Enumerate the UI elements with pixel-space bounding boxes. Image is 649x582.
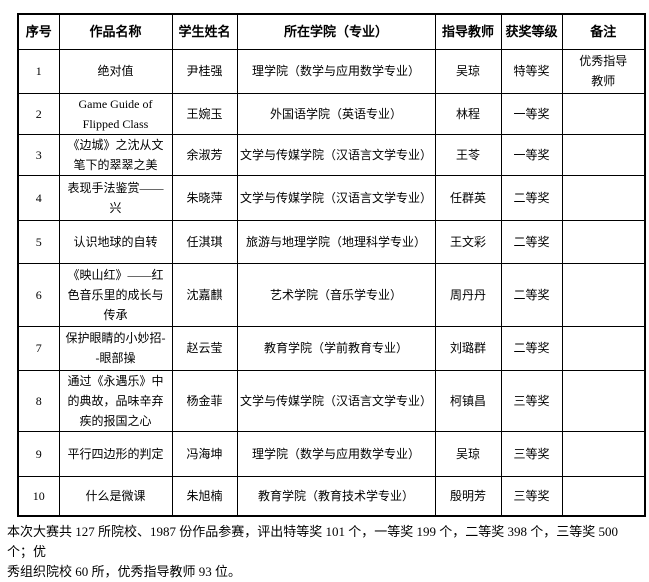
- summary-line: 本次大赛共 127 所院校、1987 份作品参赛，评出特等奖 101 个，一等奖…: [7, 524, 619, 559]
- cell-college: 旅游与地理学院（地理科学专业）: [236, 219, 436, 264]
- column-header-award: 获奖等级: [500, 13, 563, 50]
- cell-award-level: 一等奖: [500, 133, 563, 176]
- cell-advisor: 任群英: [434, 174, 502, 221]
- table-row: 9 平行四边形的判定 冯海坤 理学院（数学与应用数学专业） 吴琼 三等奖: [17, 430, 646, 477]
- cell-remark: 优秀指导教师: [561, 48, 646, 94]
- cell-college: 理学院（数学与应用数学专业）: [236, 48, 436, 94]
- cell-advisor: 刘璐群: [434, 325, 502, 371]
- cell-advisor: 王文彩: [434, 219, 502, 264]
- column-header-college: 所在学院（专业）: [236, 13, 436, 50]
- cell-college: 理学院（数学与应用数学专业）: [236, 430, 436, 477]
- cell-student-name: 朱旭楠: [171, 475, 238, 517]
- cell-remark: [561, 133, 646, 176]
- cell-index: 7: [17, 325, 60, 371]
- cell-index: 3: [17, 133, 60, 176]
- cell-college: 文学与传媒学院（汉语言文学专业）: [236, 174, 436, 221]
- cell-award-level: 特等奖: [500, 48, 563, 94]
- cell-index: 4: [17, 174, 60, 221]
- column-header-advisor: 指导教师: [434, 13, 502, 50]
- header-row: 序号 作品名称 学生姓名 所在学院（专业） 指导教师 获奖等级 备注: [17, 13, 646, 50]
- table-row: 7 保护眼睛的小妙招--眼部操 赵云莹 教育学院（学前教育专业） 刘璐群 二等奖: [17, 325, 646, 371]
- column-header-work: 作品名称: [58, 13, 173, 50]
- cell-college: 文学与传媒学院（汉语言文学专业）: [236, 369, 436, 432]
- cell-remark: [561, 325, 646, 371]
- cell-remark: [561, 219, 646, 264]
- cell-advisor: 柯镇昌: [434, 369, 502, 432]
- column-header-remark: 备注: [561, 13, 646, 50]
- cell-work-title: 通过《永遇乐》中的典故，品味辛弃疾的报国之心: [58, 369, 173, 432]
- table-row: 10 什么是微课 朱旭楠 教育学院（教育技术学专业） 殷明芳 三等奖: [17, 475, 646, 517]
- cell-award-level: 三等奖: [500, 430, 563, 477]
- cell-index: 9: [17, 430, 60, 477]
- table-row: 2 Game Guide of Flipped Class 王婉玉 外国语学院（…: [17, 92, 646, 135]
- cell-award-level: 二等奖: [500, 325, 563, 371]
- cell-advisor: 王苓: [434, 133, 502, 176]
- cell-advisor: 吴琼: [434, 48, 502, 94]
- cell-work-title: Game Guide of Flipped Class: [58, 92, 173, 135]
- cell-index: 8: [17, 369, 60, 432]
- cell-work-title: 绝对值: [58, 48, 173, 94]
- cell-remark: [561, 369, 646, 432]
- cell-award-level: 二等奖: [500, 262, 563, 327]
- cell-index: 2: [17, 92, 60, 135]
- table-row: 8 通过《永遇乐》中的典故，品味辛弃疾的报国之心 杨金菲 文学与传媒学院（汉语言…: [17, 369, 646, 432]
- table-row: 3 《边城》之沈从文笔下的翠翠之美 余淑芳 文学与传媒学院（汉语言文学专业） 王…: [17, 133, 646, 176]
- cell-index: 5: [17, 219, 60, 264]
- cell-advisor: 林程: [434, 92, 502, 135]
- cell-college: 教育学院（教育技术学专业）: [236, 475, 436, 517]
- cell-remark: [561, 174, 646, 221]
- cell-award-level: 三等奖: [500, 475, 563, 517]
- cell-student-name: 沈嘉麒: [171, 262, 238, 327]
- cell-award-level: 一等奖: [500, 92, 563, 135]
- cell-award-level: 三等奖: [500, 369, 563, 432]
- table-row: 1 绝对值 尹桂强 理学院（数学与应用数学专业） 吴琼 特等奖 优秀指导教师: [17, 48, 646, 94]
- cell-student-name: 赵云莹: [171, 325, 238, 371]
- cell-advisor: 殷明芳: [434, 475, 502, 517]
- cell-remark: [561, 430, 646, 477]
- cell-award-level: 二等奖: [500, 174, 563, 221]
- cell-index: 6: [17, 262, 60, 327]
- cell-college: 文学与传媒学院（汉语言文学专业）: [236, 133, 436, 176]
- cell-student-name: 王婉玉: [171, 92, 238, 135]
- cell-remark: [561, 92, 646, 135]
- cell-work-title: 《映山红》——红色音乐里的成长与传承: [58, 262, 173, 327]
- cell-award-level: 二等奖: [500, 219, 563, 264]
- cell-advisor: 吴琼: [434, 430, 502, 477]
- cell-college: 外国语学院（英语专业）: [236, 92, 436, 135]
- cell-student-name: 任淇琪: [171, 219, 238, 264]
- cell-student-name: 尹桂强: [171, 48, 238, 94]
- cell-student-name: 杨金菲: [171, 369, 238, 432]
- cell-student-name: 余淑芳: [171, 133, 238, 176]
- cell-advisor: 周丹丹: [434, 262, 502, 327]
- cell-work-title: 平行四边形的判定: [58, 430, 173, 477]
- column-header-student: 学生姓名: [171, 13, 238, 50]
- cell-college: 教育学院（学前教育专业）: [236, 325, 436, 371]
- table-row: 6 《映山红》——红色音乐里的成长与传承 沈嘉麒 艺术学院（音乐学专业） 周丹丹…: [17, 262, 646, 327]
- cell-work-title: 表现手法鉴赏——兴: [58, 174, 173, 221]
- cell-student-name: 朱晓萍: [171, 174, 238, 221]
- cell-college: 艺术学院（音乐学专业）: [236, 262, 436, 327]
- cell-work-title: 什么是微课: [58, 475, 173, 517]
- cell-index: 10: [17, 475, 60, 517]
- column-header-index: 序号: [17, 13, 60, 50]
- cell-remark: [561, 262, 646, 327]
- cell-work-title: 认识地球的自转: [58, 219, 173, 264]
- table-row: 5 认识地球的自转 任淇琪 旅游与地理学院（地理科学专业） 王文彩 二等奖: [17, 219, 646, 264]
- summary-line: 秀组织院校 60 所，优秀指导教师 93 位。: [7, 564, 242, 579]
- cell-student-name: 冯海坤: [171, 430, 238, 477]
- summary-note: 本次大赛共 127 所院校、1987 份作品参赛，评出特等奖 101 个，一等奖…: [7, 522, 647, 582]
- cell-remark: [561, 475, 646, 517]
- awards-table: 序号 作品名称 学生姓名 所在学院（专业） 指导教师 获奖等级 备注 1 绝对值…: [17, 13, 646, 517]
- cell-index: 1: [17, 48, 60, 94]
- table-row: 4 表现手法鉴赏——兴 朱晓萍 文学与传媒学院（汉语言文学专业） 任群英 二等奖: [17, 174, 646, 221]
- cell-work-title: 《边城》之沈从文笔下的翠翠之美: [58, 133, 173, 176]
- cell-work-title: 保护眼睛的小妙招--眼部操: [58, 325, 173, 371]
